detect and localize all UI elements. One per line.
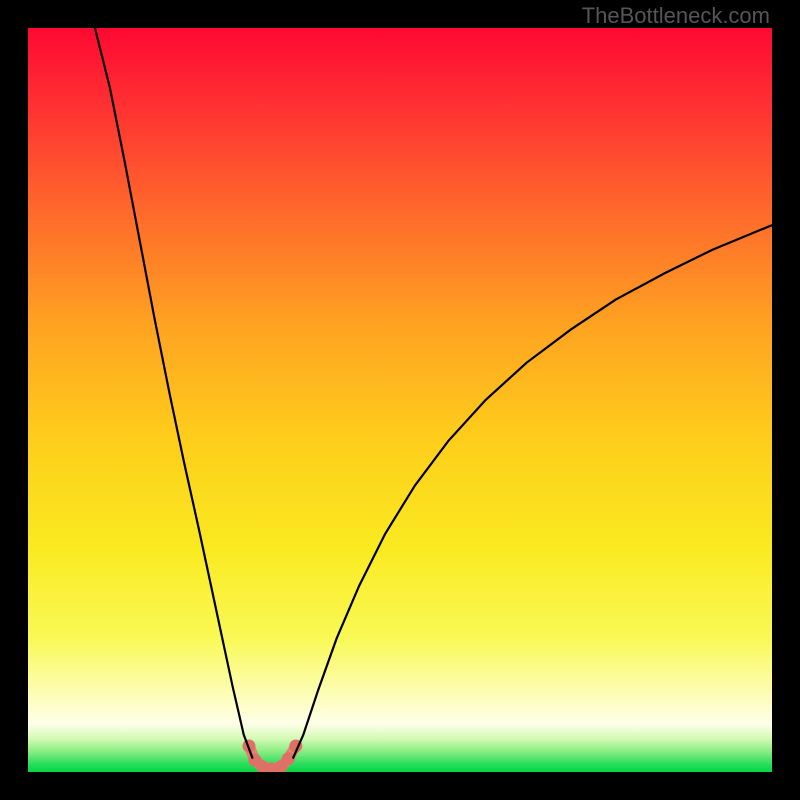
chart-svg (28, 28, 772, 772)
curve-left-branch (95, 28, 253, 759)
chart-frame (0, 0, 800, 800)
watermark-text: TheBottleneck.com (582, 3, 770, 29)
plot-area (28, 28, 772, 772)
curve-right-branch (293, 225, 772, 758)
